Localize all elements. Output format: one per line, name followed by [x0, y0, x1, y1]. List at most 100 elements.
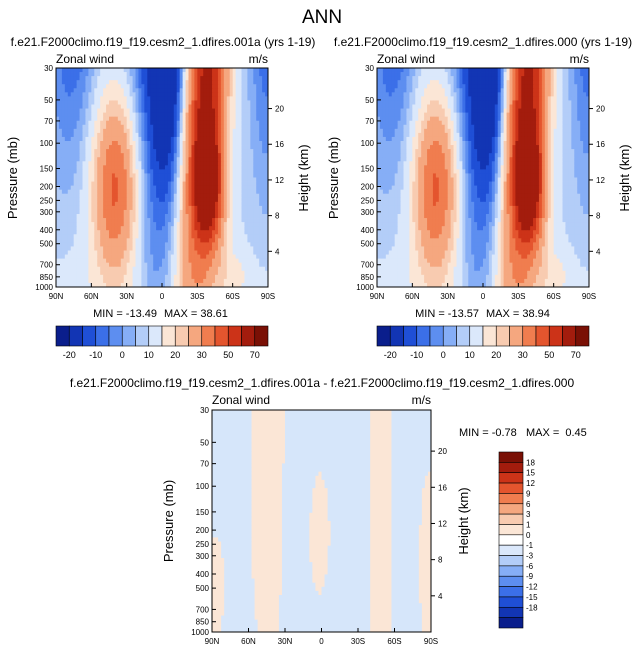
contour-cell [76, 169, 80, 174]
contour-cell [223, 120, 228, 126]
contour-cell [103, 230, 107, 235]
contour-cell [114, 262, 119, 268]
contour-cell [141, 254, 145, 260]
contour-cell [147, 250, 151, 255]
contour-cell [111, 181, 116, 187]
contour-cell [412, 100, 416, 105]
contour-cell [447, 72, 452, 77]
contour-cell [73, 185, 78, 191]
contour-cell [156, 201, 160, 207]
contour-cell [547, 84, 552, 89]
contour-cell [126, 246, 131, 251]
contour-cell [203, 282, 207, 288]
contour-cell [215, 108, 219, 114]
contour-cell [197, 254, 201, 260]
contour-cell [571, 72, 575, 77]
contour-cell [200, 96, 204, 101]
contour-cell [250, 68, 254, 73]
contour-cell [256, 246, 260, 251]
contour-cell [85, 242, 89, 247]
contour-cell [397, 108, 401, 114]
contour-cell [123, 254, 128, 260]
contour-cell [200, 92, 204, 97]
contour-cell [120, 100, 125, 105]
contour-cell [156, 169, 160, 174]
contour-cell [70, 258, 75, 264]
contour-cell [220, 80, 225, 85]
contour-cell [82, 218, 86, 223]
contour-cell [394, 80, 399, 85]
contour-cell [85, 161, 89, 166]
contour-cell [553, 116, 558, 122]
contour-cell [244, 112, 248, 118]
contour-cell [220, 161, 225, 166]
contour-cell [394, 108, 399, 114]
contour-cell [114, 173, 119, 178]
contour-cell [129, 161, 133, 166]
contour-cell [229, 149, 234, 154]
contour-cell [153, 128, 157, 134]
contour-cell [215, 266, 219, 272]
contour-cell [217, 201, 222, 207]
contour-cell [544, 68, 549, 73]
contour-cell [256, 250, 260, 255]
contour-cell [197, 274, 201, 280]
contour-cell [170, 193, 175, 199]
contour-cell [147, 165, 151, 170]
contour-cell [220, 242, 225, 247]
contour-cell [76, 181, 80, 187]
contour-cell [418, 108, 422, 114]
contour-cell [209, 254, 213, 260]
contour-cell [571, 80, 575, 85]
contour-cell [179, 218, 184, 223]
contour-cell [129, 124, 133, 130]
contour-cell [129, 104, 133, 109]
contour-cell [58, 230, 63, 235]
contour-cell [197, 189, 201, 195]
contour-cell [82, 141, 86, 146]
contour-cell [191, 161, 195, 166]
contour-cell [135, 177, 139, 182]
contour-cell [117, 157, 122, 162]
latitude-tick-label: 90S [261, 292, 275, 301]
contour-cell [253, 112, 257, 118]
contour-cell [164, 80, 169, 85]
contour-cell [106, 76, 110, 81]
contour-cell [97, 193, 101, 199]
contour-cell [164, 157, 169, 162]
contour-cell [191, 165, 195, 170]
contour-cell [521, 96, 525, 101]
contour-cell [123, 205, 128, 211]
contour-cell [541, 96, 546, 101]
contour-cell [153, 161, 157, 166]
contour-cell [241, 197, 245, 203]
contour-cell [141, 84, 145, 89]
contour-cell [247, 96, 251, 101]
contour-cell [138, 214, 142, 219]
contour-cell [126, 104, 131, 109]
contour-cell [194, 222, 198, 227]
contour-cell [135, 218, 139, 223]
contour-cell [215, 205, 219, 211]
contour-cell [223, 96, 228, 101]
contour-cell [179, 266, 184, 272]
contour-cell [465, 100, 469, 105]
contour-cell [253, 262, 257, 268]
contour-cell [256, 173, 260, 178]
contour-cell [191, 157, 195, 162]
contour-cell [132, 84, 136, 89]
contour-cell [527, 100, 531, 105]
contour-cell [541, 100, 546, 105]
contour-cell [144, 157, 148, 162]
contour-cell [58, 201, 63, 207]
contour-cell [162, 205, 166, 211]
contour-cell [85, 185, 89, 191]
contour-cell [147, 112, 151, 118]
contour-cell [144, 68, 148, 73]
contour-cell [164, 68, 169, 73]
contour-cell [256, 193, 260, 199]
contour-cell [91, 116, 95, 122]
contour-cell [156, 68, 160, 73]
contour-cell [173, 250, 178, 255]
contour-cell [94, 282, 98, 288]
